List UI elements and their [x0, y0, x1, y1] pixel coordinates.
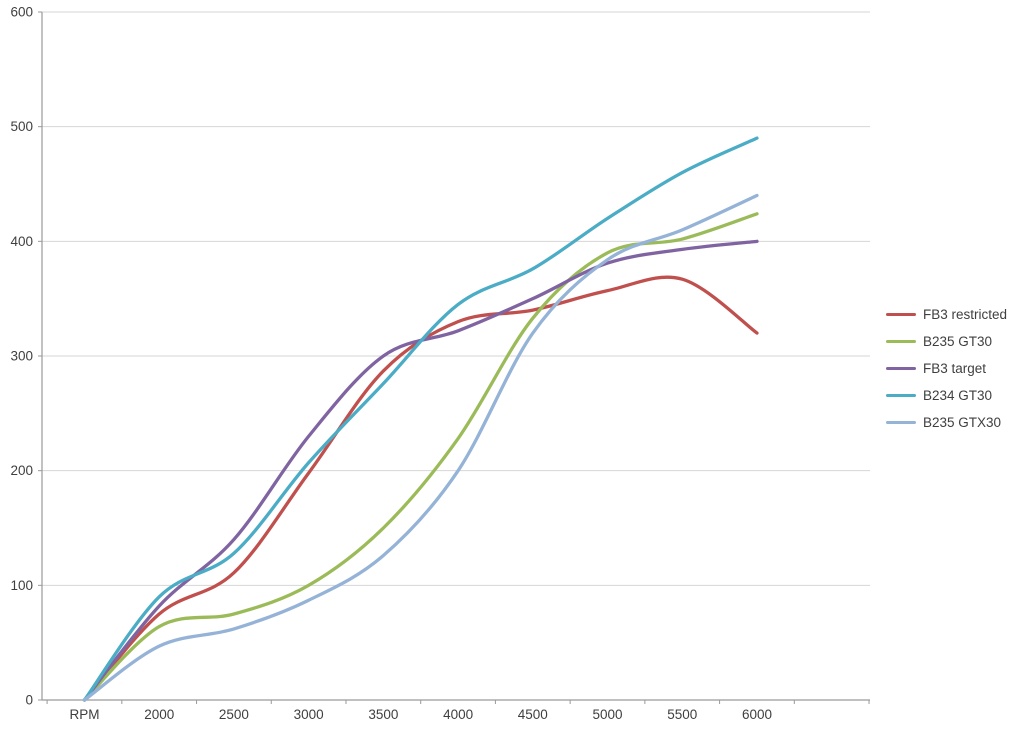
legend-label: B235 GTX30: [923, 415, 1002, 430]
series-line: [82, 275, 759, 702]
legend-item: FB3 restricted: [886, 301, 1007, 328]
legend-item: B234 GT30: [886, 382, 1007, 409]
legend-line-swatch: [886, 339, 916, 344]
series-line: [82, 136, 759, 702]
legend-item: B235 GT30: [886, 328, 1007, 355]
x-axis-tick-label: 4500: [518, 707, 548, 722]
x-axis-tick-label: 6000: [742, 707, 772, 722]
legend-item: B235 GTX30: [886, 409, 1007, 436]
legend-item: FB3 target: [886, 355, 1007, 382]
x-axis-tick-label: 3000: [294, 707, 324, 722]
chart-legend: FB3 restricted B235 GT30 FB3 target B234…: [886, 301, 1007, 436]
x-axis-tick-label: RPM: [70, 707, 100, 722]
series-line: [82, 193, 759, 702]
series-line: [82, 212, 759, 702]
legend-label: FB3 restricted: [923, 307, 1008, 322]
y-axis-tick-label: 200: [10, 463, 33, 478]
legend-label: FB3 target: [923, 361, 987, 376]
x-axis-tick-label: 2500: [219, 707, 249, 722]
y-axis-tick-label: 600: [10, 5, 33, 20]
y-axis-tick-label: 300: [10, 349, 33, 364]
y-axis-tick-label: 0: [25, 693, 33, 708]
y-axis-tick-label: 500: [10, 119, 33, 134]
x-axis-tick-label: 5500: [667, 707, 697, 722]
x-axis-tick-label: 2000: [144, 707, 174, 722]
x-axis-tick-label: 5000: [593, 707, 623, 722]
legend-line-swatch: [886, 312, 916, 317]
x-axis-tick-label: 4000: [443, 707, 473, 722]
legend-line-swatch: [886, 366, 916, 371]
legend-line-swatch: [886, 393, 916, 398]
legend-label: B235 GT30: [923, 334, 993, 349]
y-axis-tick-label: 400: [10, 234, 33, 249]
y-axis-tick-label: 100: [10, 578, 33, 593]
x-axis-tick-label: 3500: [368, 707, 398, 722]
legend-label: B234 GT30: [923, 388, 993, 403]
legend-line-swatch: [886, 420, 916, 425]
